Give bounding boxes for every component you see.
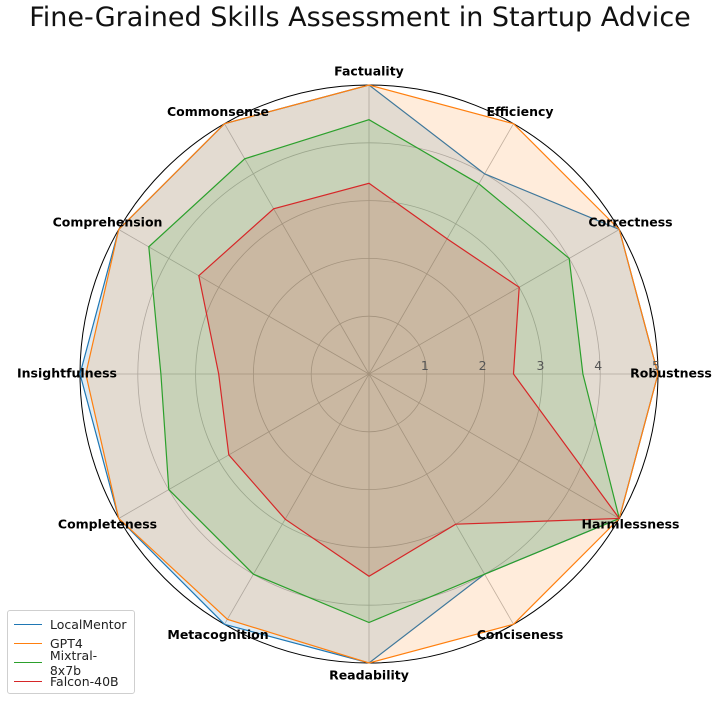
series-layer [79,84,659,664]
legend-label: GPT4 [50,636,83,651]
axis-label: Conciseness [477,627,564,642]
axis-label: Correctness [588,215,672,230]
legend-item: LocalMentor [14,615,128,634]
spoke-line [224,373,370,625]
axis-label: Completeness [58,517,157,532]
legend-label: Falcon-40B [50,674,119,689]
legend-item: Mixtral-8x7b [14,648,128,678]
radial-tick-labels: 1 2 3 4 5 [421,358,660,373]
radial-tick-label: 5 [652,358,660,373]
spoke-line [224,123,370,375]
spoke-line [368,373,620,519]
legend-label: Mixtral-8x7b [49,647,98,678]
series-polygon-3 [198,182,621,578]
axis-labels: Factuality Efficiency Correctness Robustnes… [17,64,712,683]
spoke-line [118,373,370,519]
legend-item: Falcon-40B [14,672,128,691]
spoke-line [368,373,514,625]
legend: LocalMentor GPT4 Mixtral-8x7b Falcon-40B [7,610,135,694]
radial-tick-label: 3 [536,358,544,373]
axis-label: Factuality [334,64,404,79]
legend-swatch [14,624,42,625]
radial-tick-label: 2 [479,358,487,373]
spoke-line [368,123,514,375]
chart-title: Fine-Grained Skills Assessment in Startu… [29,2,691,33]
legend-label: LocalMentor [50,617,127,632]
axis-label: Readability [329,668,409,683]
axis-label: Comprehension [53,215,163,230]
series-polygon-2 [148,119,621,624]
legend-item: GPT4 [14,634,128,653]
spoke-line [368,229,620,375]
radial-tick-label: 4 [594,358,602,373]
spoke-line [118,229,370,375]
axis-label: Commonsense [167,104,269,119]
legend-swatch [14,643,42,644]
radial-tick-label: 1 [421,358,429,373]
legend-swatch [14,662,42,663]
axis-label: Insightfulness [17,366,117,381]
axis-label: Harmlessness [582,517,680,532]
series-polygon-1 [85,84,659,664]
axis-label: Efficiency [486,104,553,119]
axis-label: Robustness [630,366,712,381]
axis-label: Metacognition [167,627,268,642]
legend-swatch [14,681,42,682]
